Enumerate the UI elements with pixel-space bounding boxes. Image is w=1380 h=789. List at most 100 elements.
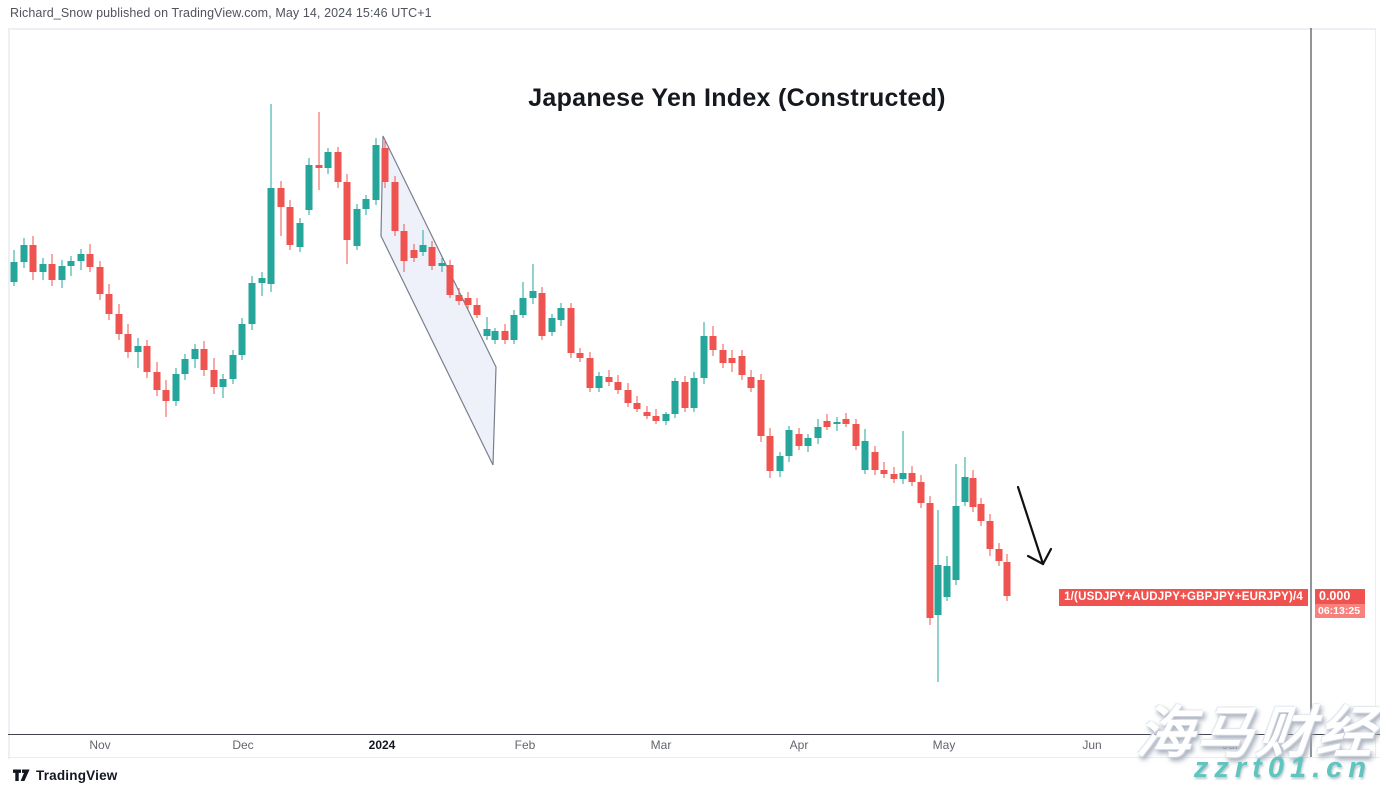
candle-body	[315, 165, 323, 168]
candle-body	[700, 336, 708, 378]
candle-body	[605, 377, 613, 382]
watermark-url-text: zzrt01.cn	[1193, 752, 1372, 784]
candle-body	[153, 372, 161, 390]
candle-body	[633, 403, 641, 409]
down-arrow-head	[1026, 554, 1045, 566]
candle-body	[286, 207, 294, 245]
candle-body	[548, 318, 556, 332]
candle-body	[567, 308, 575, 353]
candle-body	[943, 566, 951, 597]
candle-body	[842, 419, 850, 424]
candle-body	[986, 521, 994, 549]
candle-body	[871, 452, 879, 470]
candle-body	[200, 349, 208, 370]
candle-body	[105, 294, 113, 314]
candle-body	[419, 245, 427, 252]
candle-body	[267, 188, 275, 284]
candle-body	[538, 293, 546, 336]
candle-body	[861, 441, 869, 470]
candle-body	[446, 265, 454, 295]
candle-body	[428, 247, 436, 266]
candle-body	[795, 434, 803, 446]
x-axis-label-jul: Jul	[1222, 738, 1238, 752]
candle-body	[624, 390, 632, 403]
candle-body	[134, 346, 142, 352]
candle-body	[473, 305, 481, 315]
candle-body	[785, 430, 793, 456]
x-axis-label-dec: Dec	[232, 738, 254, 752]
candle-body	[464, 298, 472, 305]
down-arrow-head	[1041, 547, 1053, 566]
candle-body	[614, 382, 622, 390]
candle-body	[438, 263, 446, 266]
candle-body	[757, 380, 765, 436]
candle-body	[296, 223, 304, 247]
tradingview-mark-icon	[13, 769, 30, 781]
candle-body	[709, 336, 717, 350]
candle-body	[557, 308, 565, 320]
candle-body	[410, 250, 418, 258]
down-arrow-annotation	[1016, 485, 1045, 566]
candle-body	[833, 422, 841, 424]
candle-body	[690, 378, 698, 408]
candle-body	[124, 334, 132, 352]
candle-body	[804, 438, 812, 446]
candle-body	[39, 264, 47, 272]
candle-body	[728, 358, 736, 363]
candle-body	[747, 377, 755, 388]
candle-body	[529, 291, 537, 298]
candle-body	[77, 254, 85, 261]
candle-body	[519, 298, 527, 315]
candle-body	[324, 152, 332, 168]
x-axis-label-may: May	[932, 738, 956, 752]
candle-body	[823, 421, 831, 427]
x-axis-label-nov: Nov	[89, 738, 111, 752]
chart-title: Japanese Yen Index (Constructed)	[528, 84, 946, 112]
candle-body	[671, 381, 679, 414]
candle-body	[890, 474, 898, 479]
candle-body	[391, 182, 399, 231]
candle-body	[238, 324, 246, 355]
x-axis-label-mar: Mar	[650, 738, 672, 752]
candle-body	[899, 473, 907, 479]
candle-body	[501, 331, 509, 340]
candle-body	[48, 264, 56, 280]
candle-body	[595, 376, 603, 388]
candle-body	[977, 504, 985, 521]
candle-body	[10, 262, 18, 282]
candle-body	[934, 565, 942, 615]
candle-body	[510, 315, 518, 340]
candle-body	[67, 261, 75, 266]
candle-body	[362, 199, 370, 209]
candle-body	[926, 503, 934, 618]
candle-body	[652, 416, 660, 421]
candle-body	[20, 245, 28, 262]
candle-body	[738, 356, 746, 375]
candle-body	[681, 382, 689, 408]
candle-body	[372, 145, 380, 200]
tradingview-brand-text: TradingView	[36, 767, 118, 783]
last-price: 0.000	[1315, 589, 1365, 604]
candle-body	[852, 424, 860, 446]
candle-body	[219, 379, 227, 387]
candle-body	[766, 436, 774, 471]
tradingview-logo[interactable]: TradingView	[13, 764, 117, 786]
candle-body	[995, 549, 1003, 561]
candle-body	[334, 152, 342, 182]
candle-body	[58, 266, 66, 280]
candle-body	[400, 231, 408, 261]
candle-body	[952, 506, 960, 580]
candle-body	[86, 254, 94, 267]
candle-body	[96, 267, 104, 294]
candle-body	[162, 390, 170, 401]
candle-body	[181, 359, 189, 374]
candle-body	[969, 478, 977, 507]
candle-body	[455, 295, 463, 301]
candle-body	[719, 350, 727, 363]
candle-body	[662, 414, 670, 421]
candle-body	[229, 355, 237, 379]
candle-body	[381, 148, 389, 182]
candle-body	[248, 283, 256, 324]
candle-body	[776, 456, 784, 471]
